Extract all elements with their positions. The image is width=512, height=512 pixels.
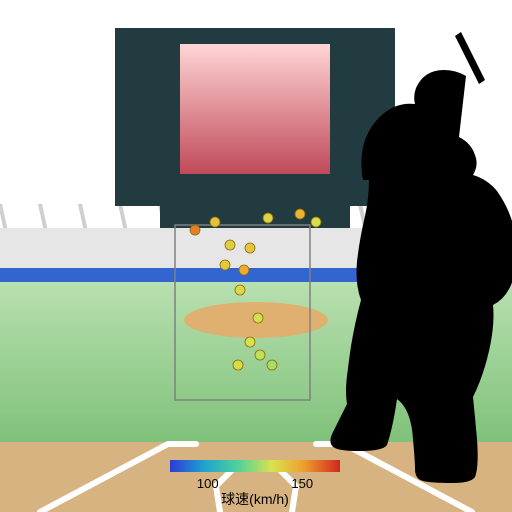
pitch-marker: [210, 217, 220, 227]
pitch-marker: [245, 337, 255, 347]
colorbar-tick: 150: [291, 476, 313, 491]
pitch-marker: [245, 243, 255, 253]
pitch-marker: [239, 265, 249, 275]
colorbar-tick: 100: [197, 476, 219, 491]
pitch-marker: [220, 260, 230, 270]
pitch-marker: [255, 350, 265, 360]
colorbar-gradient: [170, 460, 340, 472]
pitch-marker: [235, 285, 245, 295]
pitch-marker: [267, 360, 277, 370]
colorbar-label: 球速(km/h): [221, 491, 289, 507]
pitch-marker: [253, 313, 263, 323]
pitch-marker: [295, 209, 305, 219]
pitch-marker: [233, 360, 243, 370]
pitch-marker: [311, 217, 321, 227]
pitch-marker: [225, 240, 235, 250]
pitch-marker: [190, 225, 200, 235]
scoreboard-screen: [180, 44, 330, 174]
pitch-marker: [263, 213, 273, 223]
